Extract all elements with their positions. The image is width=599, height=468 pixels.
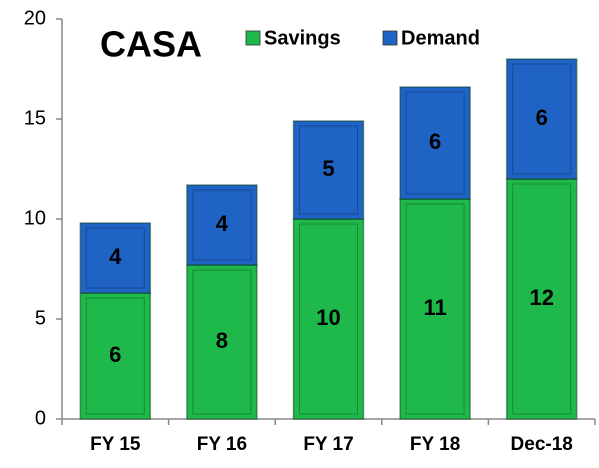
y-tick-label: 10 <box>24 207 46 229</box>
data-label: 6 <box>429 129 441 154</box>
x-tick-label: Dec-18 <box>511 434 573 455</box>
y-tick-label: 20 <box>24 7 46 29</box>
bar-segment <box>399 198 471 420</box>
bar-segment <box>79 222 152 294</box>
data-label: 5 <box>322 156 334 181</box>
bar-segment <box>399 86 471 200</box>
legend-label: Demand <box>401 27 480 49</box>
bar-bevel <box>192 189 252 261</box>
bar-segment <box>505 178 578 420</box>
bar-bevel <box>512 63 572 175</box>
chart-title: CASA <box>100 24 202 65</box>
bar-segment <box>186 264 258 420</box>
bar-bevel <box>299 125 358 215</box>
bar-segment <box>292 120 365 220</box>
bar-segment <box>505 58 578 180</box>
x-tick-label: FY 16 <box>197 434 247 455</box>
data-label: 6 <box>536 105 548 130</box>
bar-segment <box>292 218 365 420</box>
bar-bevel <box>299 223 358 415</box>
bar-bevel <box>85 297 145 415</box>
data-label: 8 <box>216 328 228 353</box>
data-label: 10 <box>316 305 340 330</box>
legend-label: Savings <box>264 27 341 49</box>
y-tick-label: 0 <box>35 407 46 429</box>
bar-bevel <box>512 183 572 415</box>
x-tick-label: FY 15 <box>90 434 141 455</box>
bar-bevel <box>85 227 145 289</box>
x-tick-label: FY 17 <box>303 434 353 455</box>
bar-bevel <box>192 269 252 415</box>
data-label: 6 <box>109 342 121 367</box>
y-tick-label: 5 <box>35 307 46 329</box>
y-tick-label: 15 <box>24 107 46 129</box>
data-label: 4 <box>109 244 122 269</box>
bar-bevel <box>405 91 465 195</box>
data-label: 4 <box>216 211 229 236</box>
bar-bevel <box>405 203 465 415</box>
data-label: 12 <box>529 285 553 310</box>
x-tick-label: FY 18 <box>410 434 460 455</box>
data-label: 11 <box>423 295 446 320</box>
bar-segment <box>186 184 258 266</box>
legend-swatch <box>245 30 261 46</box>
legend-swatch <box>382 30 398 46</box>
bar-segment <box>79 292 152 420</box>
